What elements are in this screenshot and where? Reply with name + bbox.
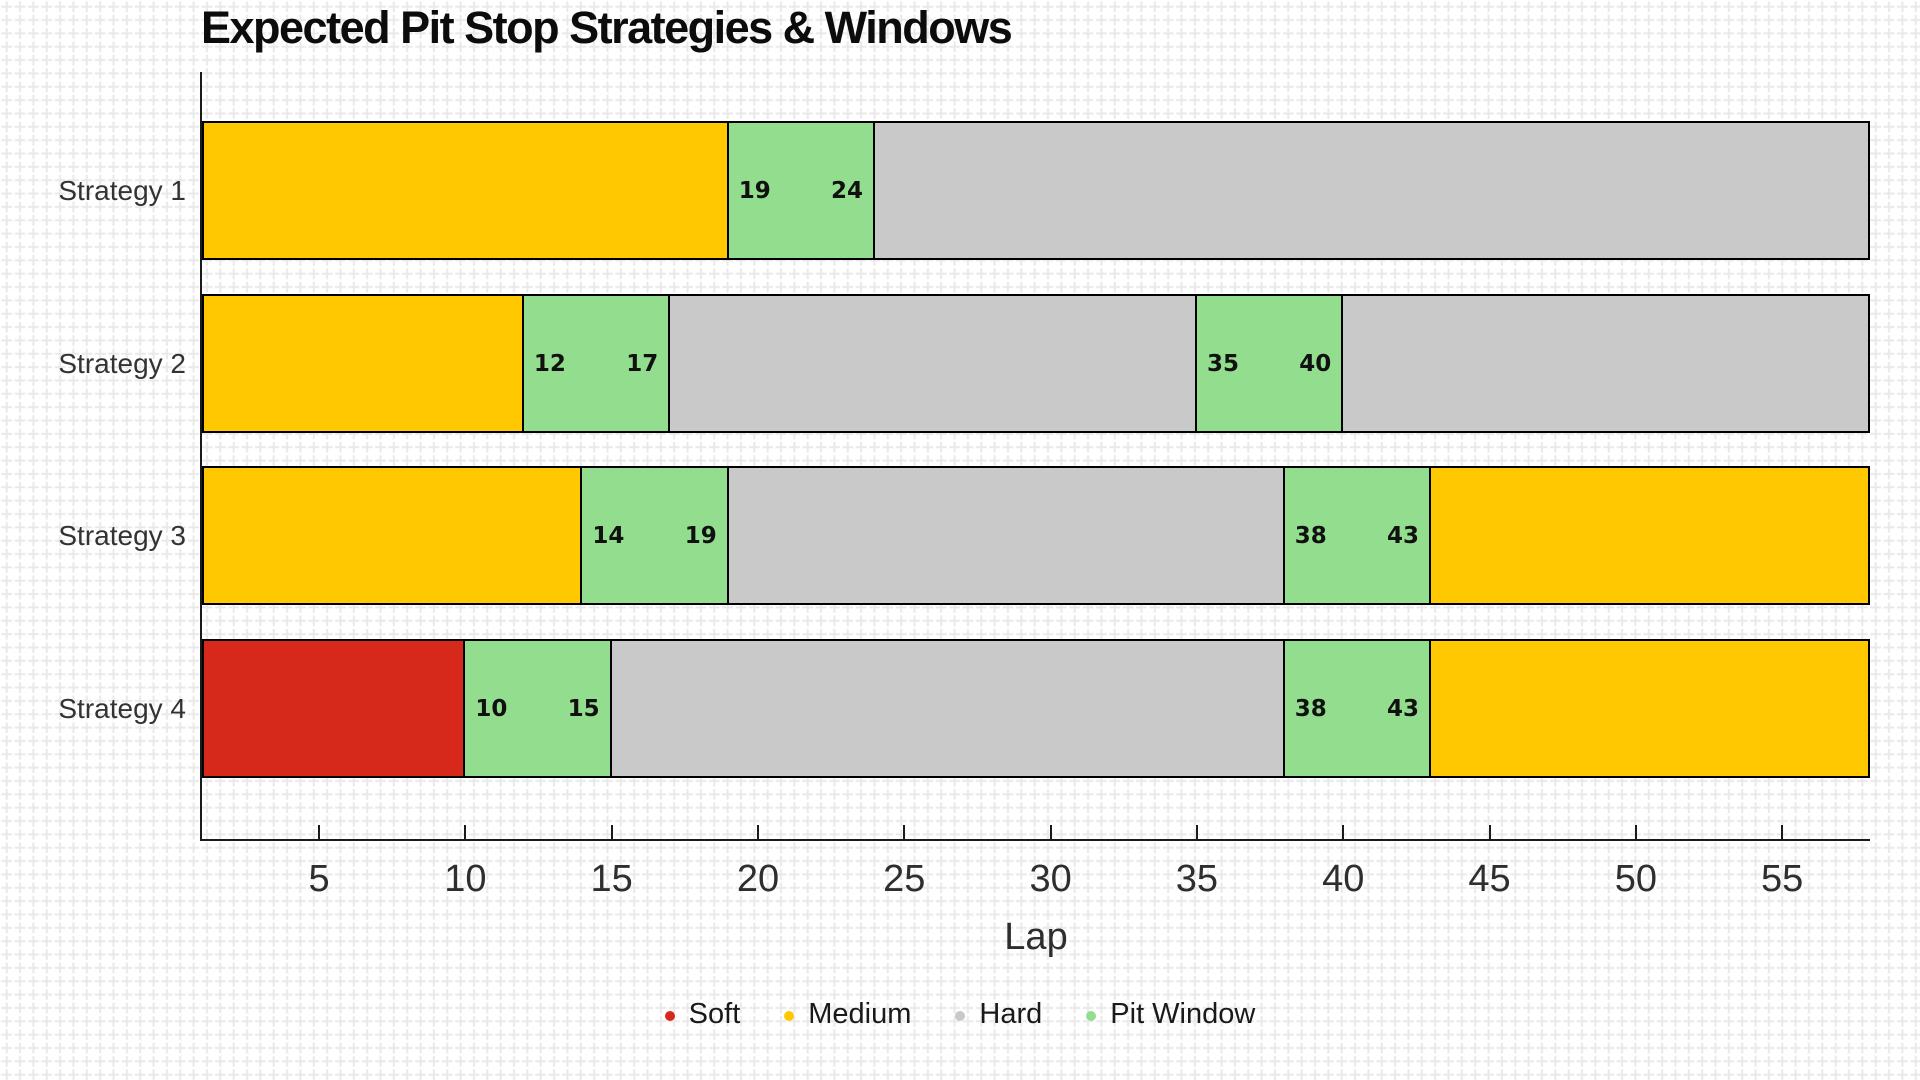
pit-window-end-lap: 15 (567, 695, 600, 722)
x-axis-title: Lap (1004, 916, 1068, 958)
x-tick-label: 25 (883, 858, 926, 900)
legend-marker-medium-icon (784, 1010, 795, 1021)
legend-item-medium: Medium (784, 998, 911, 1031)
x-tick-label: 30 (1029, 858, 1072, 900)
pit-window-end-lap: 43 (1387, 695, 1420, 722)
legend-item-hard: Hard (955, 998, 1042, 1031)
x-tick-label: 55 (1761, 858, 1804, 900)
pit-window-start-lap: 12 (533, 350, 566, 377)
x-tick-label: 40 (1322, 858, 1365, 900)
x-tick-mark (464, 825, 467, 841)
bar-segment-pit-window: 12 17 (523, 294, 671, 433)
x-tick-label: 50 (1614, 858, 1658, 900)
legend-marker-pit-window-icon (1086, 1010, 1097, 1021)
bar-segment-hard (728, 466, 1285, 605)
x-tick-label: 35 (1175, 858, 1219, 900)
legend-label: Pit Window (1110, 997, 1256, 1030)
bar-segment-soft (202, 639, 466, 778)
bar-segment-hard (611, 639, 1285, 778)
chart-title: Expected Pit Stop Strategies & Windows (201, 2, 1013, 53)
y-axis-label-strategy-4: Strategy 4 (58, 692, 186, 724)
legend-marker-soft-icon (664, 1010, 675, 1021)
x-tick-label: 45 (1468, 858, 1511, 900)
x-tick-label: 15 (590, 858, 633, 900)
bar-segment-medium (202, 121, 729, 260)
legend: Soft Medium Hard Pit Window (0, 992, 1920, 1036)
bar-segment-pit-window: 19 24 (728, 121, 876, 260)
bar-segment-pit-window: 38 43 (1284, 639, 1432, 778)
pit-window-start-lap: 38 (1294, 695, 1327, 722)
y-axis-label-strategy-2: Strategy 2 (58, 347, 186, 379)
x-tick-mark (610, 825, 613, 841)
x-axis-line (200, 839, 1870, 841)
x-tick-label: 20 (736, 858, 780, 900)
legend-label: Soft (688, 997, 741, 1030)
legend-label: Medium (808, 997, 912, 1030)
pit-window-start-lap: 38 (1294, 522, 1327, 549)
bar-segment-medium (202, 294, 524, 433)
pit-window-start-lap: 19 (738, 177, 771, 204)
x-tick-mark (1781, 825, 1784, 841)
y-axis-label-strategy-1: Strategy 1 (58, 174, 186, 206)
bar-segment-medium (202, 466, 583, 605)
legend-item-soft: Soft (664, 997, 741, 1031)
legend-marker-hard-icon (955, 1010, 966, 1021)
pit-window-start-lap: 35 (1206, 350, 1239, 377)
x-tick-mark (318, 825, 321, 841)
x-tick-mark (1488, 825, 1491, 841)
pit-window-start-lap: 10 (475, 695, 508, 722)
x-tick-mark (903, 825, 906, 841)
bar-segment-medium (1431, 466, 1870, 605)
pit-window-end-lap: 43 (1387, 522, 1420, 549)
x-tick-mark (1195, 825, 1198, 841)
x-tick-mark (1342, 825, 1345, 841)
x-tick-mark (756, 825, 759, 841)
bar-segment-pit-window: 35 40 (1196, 294, 1344, 433)
bar-segment-hard (875, 121, 1870, 260)
legend-label: Hard (979, 997, 1043, 1030)
bar-segment-hard (670, 294, 1197, 433)
pit-window-end-lap: 19 (684, 522, 717, 549)
pit-window-end-lap: 17 (626, 350, 659, 377)
bar-segment-medium (1431, 639, 1870, 778)
bar-segment-pit-window: 14 19 (582, 466, 729, 605)
legend-item-pit-window: Pit Window (1086, 998, 1255, 1031)
pit-window-end-lap: 40 (1299, 350, 1332, 377)
x-tick-mark (1049, 825, 1052, 841)
y-axis-label-strategy-3: Strategy 3 (58, 519, 186, 551)
x-tick-label: 10 (444, 858, 487, 900)
x-tick-mark (1634, 825, 1637, 841)
bar-segment-hard (1343, 294, 1870, 433)
y-axis-line (200, 72, 202, 841)
bar-segment-pit-window: 10 15 (465, 639, 612, 778)
pit-window-end-lap: 24 (831, 177, 864, 204)
x-tick-label: 5 (308, 858, 330, 900)
bar-segment-pit-window: 38 43 (1284, 466, 1432, 605)
pit-window-start-lap: 14 (592, 522, 625, 549)
